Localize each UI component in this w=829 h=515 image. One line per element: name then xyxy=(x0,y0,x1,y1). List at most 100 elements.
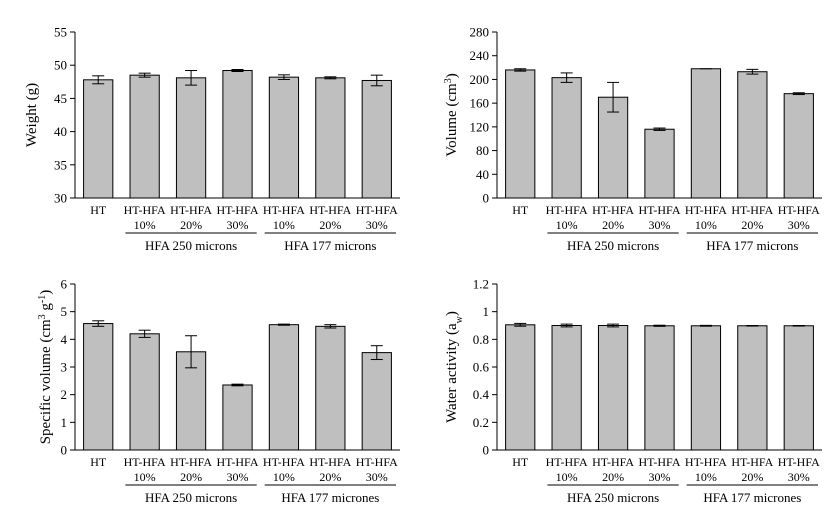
category-label: HT-HFA xyxy=(731,203,773,217)
bar xyxy=(268,76,300,199)
subcategory-label: 20% xyxy=(741,470,763,484)
y-axis-title: Volume (cm3) xyxy=(443,73,461,156)
subcategory-label: 30% xyxy=(649,470,671,484)
category-label: HT-HFA xyxy=(778,455,820,469)
y-tick-label: 0.6 xyxy=(473,360,490,375)
category-label: HT-HFA xyxy=(638,455,680,469)
bar xyxy=(597,96,629,199)
subcategory-label: 10% xyxy=(134,218,156,232)
category-label: HT-HFA xyxy=(546,455,588,469)
subcategory-label: 10% xyxy=(695,218,717,232)
subcategory-label: 30% xyxy=(788,470,810,484)
bar xyxy=(83,323,114,451)
subcategory-label: 30% xyxy=(366,470,388,484)
bar xyxy=(551,325,582,451)
category-label: HT-HFA xyxy=(685,455,727,469)
bar xyxy=(83,79,114,199)
subcategory-label: 10% xyxy=(556,470,578,484)
y-tick-label: 50 xyxy=(54,58,67,73)
y-tick-label: 6 xyxy=(61,277,68,292)
subcategory-label: 10% xyxy=(134,470,156,484)
category-label: HT xyxy=(512,455,529,469)
y-tick-label: 1 xyxy=(483,304,490,319)
chart-panel-4: 0 0.2 0.4 0.6 0.8 1 1.2 Water activity (aw) HT HT… xyxy=(444,277,822,505)
subcategory-label: 10% xyxy=(556,218,578,232)
y-tick-label: 45 xyxy=(54,91,67,106)
category-label: HT-HFA xyxy=(309,455,351,469)
y-tick-label: 0.2 xyxy=(473,415,489,430)
subcategory-label: 20% xyxy=(741,218,763,232)
y-tick-label: 1 xyxy=(61,415,68,430)
subcategory-label: 30% xyxy=(788,218,810,232)
subcategory-label: 20% xyxy=(180,470,202,484)
y-axis-title: Weight (g) xyxy=(24,83,40,147)
y-tick-label: 0.8 xyxy=(473,332,489,347)
bar xyxy=(644,128,675,199)
bar xyxy=(315,325,346,451)
bar xyxy=(597,325,629,451)
category-label: HT-HFA xyxy=(309,203,351,217)
y-tick-label: 40 xyxy=(54,124,67,139)
y-tick-label: 55 xyxy=(54,25,67,40)
bar xyxy=(175,77,207,199)
category-label: HT-HFA xyxy=(170,203,212,217)
group-label: HFA 250 microns xyxy=(145,490,237,505)
subcategory-label: 20% xyxy=(602,470,624,484)
y-tick-label: 160 xyxy=(470,96,490,111)
category-label: HT xyxy=(90,455,107,469)
category-label: HT-HFA xyxy=(638,203,680,217)
bar xyxy=(690,68,722,199)
subcategory-label: 20% xyxy=(319,470,341,484)
subcategory-label: 20% xyxy=(319,218,341,232)
y-axis-title: Specific volume (cm3 g-1) xyxy=(37,290,55,445)
chart-panel-3: 0 1 2 3 4 5 6 Specific volume (cm3 g-1) HT HT-HFA… xyxy=(37,277,400,505)
category-label: HT-HFA xyxy=(216,455,258,469)
bar xyxy=(505,324,536,451)
category-label: HT-HFA xyxy=(263,203,305,217)
group-label: HFA 177 microns xyxy=(284,238,376,253)
y-tick-label: 240 xyxy=(470,48,490,63)
category-label: HT-HFA xyxy=(592,203,634,217)
category-label: HT-HFA xyxy=(356,203,398,217)
subcategory-label: 30% xyxy=(227,218,249,232)
group-label: HFA 177 micrones xyxy=(281,490,379,505)
subcategory-label: 10% xyxy=(273,218,295,232)
y-tick-label: 0.4 xyxy=(473,387,490,402)
y-tick-label: 4 xyxy=(61,332,68,347)
bar xyxy=(783,93,814,199)
category-label: HT-HFA xyxy=(216,203,258,217)
group-label: HFA 177 micrones xyxy=(703,490,801,505)
category-label: HT-HFA xyxy=(356,455,398,469)
group-label: HFA 177 microns xyxy=(706,238,798,253)
chart-panel-2: 0 40 80 120 160 200 240 280 Volume (cm3) HT HT-HFA… xyxy=(443,25,822,253)
category-label: HT-HFA xyxy=(170,455,212,469)
category-label: HT-HFA xyxy=(685,203,727,217)
y-tick-label: 2 xyxy=(61,387,68,402)
bar xyxy=(361,79,392,199)
y-tick-label: 40 xyxy=(476,167,489,182)
category-label: HT-HFA xyxy=(124,203,166,217)
y-tick-label: 5 xyxy=(61,304,68,319)
category-label: HT-HFA xyxy=(731,455,773,469)
subcategory-label: 30% xyxy=(227,470,249,484)
subcategory-label: 10% xyxy=(695,470,717,484)
group-label: HFA 250 microns xyxy=(145,238,237,253)
bar xyxy=(129,74,160,199)
subcategory-label: 10% xyxy=(273,470,295,484)
y-tick-label: 80 xyxy=(476,143,489,158)
subcategory-label: 30% xyxy=(366,218,388,232)
group-label: HFA 250 microns xyxy=(567,490,659,505)
bar xyxy=(222,70,253,199)
category-label: HT xyxy=(512,203,529,217)
category-label: HT-HFA xyxy=(263,455,305,469)
y-tick-label: 120 xyxy=(470,119,490,134)
bar xyxy=(129,333,160,451)
category-label: HT-HFA xyxy=(778,203,820,217)
bar xyxy=(644,325,675,451)
category-label: HT-HFA xyxy=(546,203,588,217)
bar xyxy=(737,71,768,199)
y-tick-label: 0 xyxy=(483,191,490,206)
category-label: HT-HFA xyxy=(592,455,634,469)
